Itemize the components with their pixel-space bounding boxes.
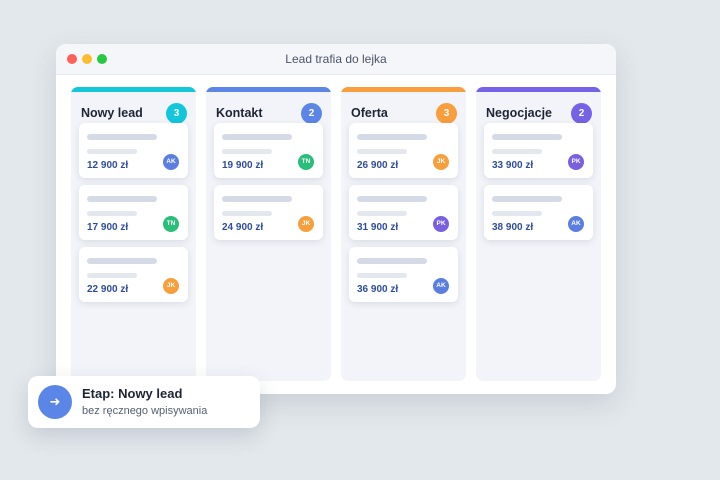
column-nowy-lead: Nowy lead 3 12 900 zł AK 17 900 zł TN 22…	[71, 87, 196, 381]
column-title: Oferta	[351, 106, 388, 120]
column-kontakt: Kontakt 2 19 900 zł TN 24 900 zł JK	[206, 87, 331, 381]
placeholder-line	[87, 134, 157, 140]
column-color-bar	[476, 87, 601, 92]
lead-card[interactable]: 19 900 zł TN	[214, 123, 323, 178]
placeholder-line	[492, 196, 562, 202]
avatar: JK	[163, 278, 179, 294]
placeholder-line	[357, 134, 427, 140]
placeholder-line	[357, 196, 427, 202]
count-badge: 2	[301, 103, 322, 124]
placeholder-line	[492, 149, 542, 154]
avatar: TN	[298, 154, 314, 170]
stage-notification: ➜ Etap: Nowy lead bez ręcznego wpisywani…	[28, 376, 260, 428]
lead-card[interactable]: 33 900 zł PK	[484, 123, 593, 178]
lead-card[interactable]: 31 900 zł PK	[349, 185, 458, 240]
lead-card[interactable]: 36 900 zł AK	[349, 247, 458, 302]
lead-value: 33 900 zł	[492, 160, 534, 171]
placeholder-line	[87, 196, 157, 202]
lead-value: 31 900 zł	[357, 222, 399, 233]
lead-value: 17 900 zł	[87, 222, 129, 233]
column-header: Oferta 3	[341, 92, 466, 126]
arrow-right-icon: ➜	[38, 385, 72, 419]
title-bar: Lead trafia do lejka	[56, 44, 616, 75]
column-header: Nowy lead 3	[71, 92, 196, 126]
lead-value: 22 900 zł	[87, 284, 129, 295]
lead-card[interactable]: 17 900 zł TN	[79, 185, 188, 240]
placeholder-line	[222, 134, 292, 140]
lead-card[interactable]: 24 900 zł JK	[214, 185, 323, 240]
maximize-window-button[interactable]	[97, 54, 107, 64]
avatar: TN	[163, 216, 179, 232]
count-badge: 2	[571, 103, 592, 124]
column-title: Negocjacje	[486, 106, 553, 120]
placeholder-line	[222, 211, 272, 216]
lead-value: 36 900 zł	[357, 284, 399, 295]
placeholder-line	[492, 134, 562, 140]
placeholder-line	[87, 273, 137, 278]
minimize-window-button[interactable]	[82, 54, 92, 64]
placeholder-line	[87, 211, 137, 216]
placeholder-line	[357, 211, 407, 216]
avatar: AK	[568, 216, 584, 232]
notification-subtitle: bez ręcznego wpisywania	[82, 405, 208, 417]
placeholder-line	[357, 149, 407, 154]
column-oferta: Oferta 3 26 900 zł JK 31 900 zł PK 36 90…	[341, 87, 466, 381]
column-header: Negocjacje 2	[476, 92, 601, 126]
close-window-button[interactable]	[67, 54, 77, 64]
avatar: JK	[433, 154, 449, 170]
column-color-bar	[206, 87, 331, 92]
lead-card[interactable]: 12 900 zł AK	[79, 123, 188, 178]
lead-value: 24 900 zł	[222, 222, 264, 233]
lead-value: 19 900 zł	[222, 160, 264, 171]
lead-value: 38 900 zł	[492, 222, 534, 233]
avatar: PK	[433, 216, 449, 232]
app-window: Lead trafia do lejka Nowy lead 3 12 900 …	[56, 44, 616, 394]
column-title: Kontakt	[216, 106, 263, 120]
column-color-bar	[341, 87, 466, 92]
placeholder-line	[492, 211, 542, 216]
column-color-bar	[71, 87, 196, 92]
avatar: PK	[568, 154, 584, 170]
lead-value: 26 900 zł	[357, 160, 399, 171]
placeholder-line	[87, 258, 157, 264]
lead-card[interactable]: 38 900 zł AK	[484, 185, 593, 240]
placeholder-line	[357, 258, 427, 264]
lead-card[interactable]: 26 900 zł JK	[349, 123, 458, 178]
column-negocjacje: Negocjacje 2 33 900 zł PK 38 900 zł AK	[476, 87, 601, 381]
lead-card[interactable]: 22 900 zł JK	[79, 247, 188, 302]
notification-title: Etap: Nowy lead	[82, 386, 183, 401]
placeholder-line	[222, 149, 272, 154]
placeholder-line	[222, 196, 292, 202]
column-header: Kontakt 2	[206, 92, 331, 126]
avatar: AK	[163, 154, 179, 170]
column-title: Nowy lead	[81, 106, 143, 120]
window-title: Lead trafia do lejka	[285, 52, 387, 66]
placeholder-line	[87, 149, 137, 154]
lead-value: 12 900 zł	[87, 160, 129, 171]
count-badge: 3	[436, 103, 457, 124]
placeholder-line	[357, 273, 407, 278]
avatar: AK	[433, 278, 449, 294]
avatar: JK	[298, 216, 314, 232]
count-badge: 3	[166, 103, 187, 124]
